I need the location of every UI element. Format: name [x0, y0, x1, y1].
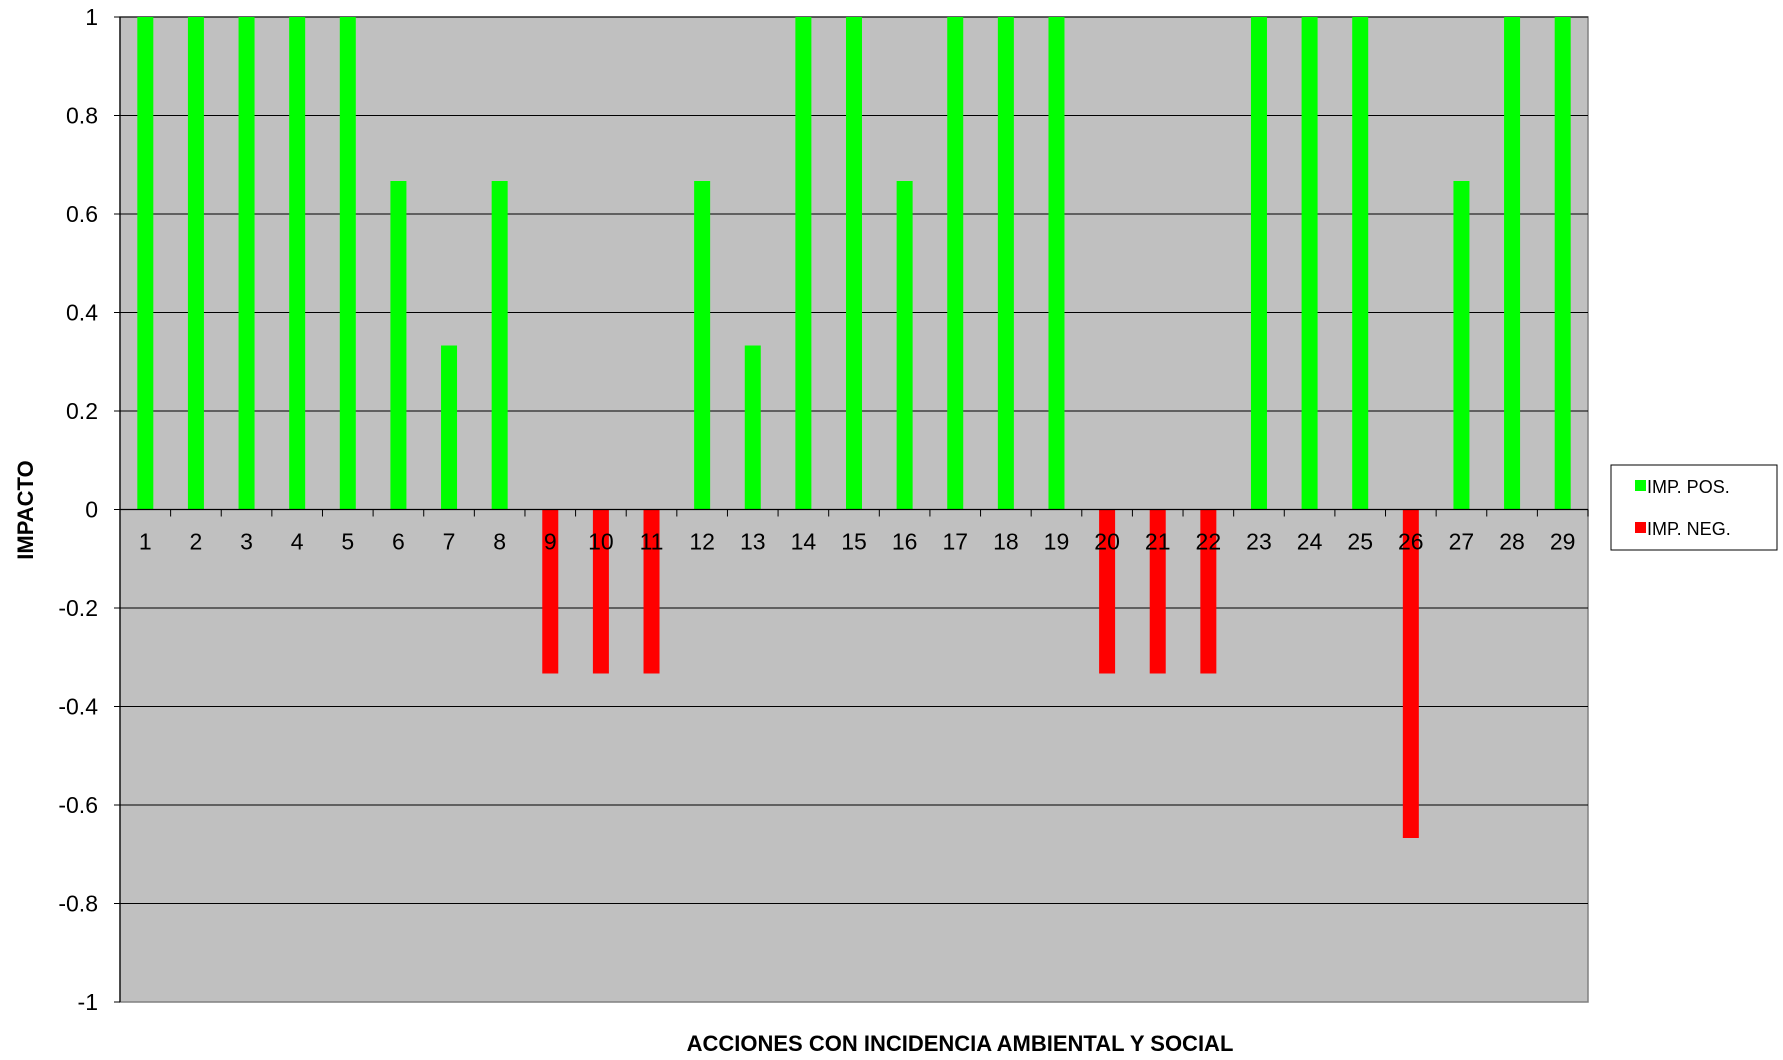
legend-swatch-pos: [1635, 480, 1646, 491]
x-tick-label: 4: [291, 529, 304, 555]
x-tick-label: 8: [493, 529, 506, 555]
x-tick-label: 16: [892, 529, 918, 555]
y-tick-label: 0.8: [66, 103, 98, 129]
x-tick-label: 26: [1398, 529, 1424, 555]
y-tick-label: 0.2: [66, 398, 98, 424]
bar-pos-28: [1504, 17, 1521, 510]
x-tick-labels: 1 2 3 4 5 6 7 8 9 10 11 12 13 14 15 16 17 18 19 20 21 22 23 24 2…: [139, 529, 1576, 555]
x-tick-label: 21: [1145, 529, 1171, 555]
bar-pos-12: [694, 181, 711, 510]
y-tick-label: -0.8: [58, 891, 98, 917]
legend: IMP. POS. IMP. NEG.: [1610, 464, 1778, 551]
bar-pos-17: [947, 17, 964, 510]
x-tick-label: 20: [1094, 529, 1120, 555]
x-tick-label: 7: [443, 529, 456, 555]
x-tick-label: 6: [392, 529, 405, 555]
y-tick-label: 0.6: [66, 201, 98, 227]
bar-neg-9: [542, 509, 559, 674]
bar-pos-18: [997, 17, 1014, 510]
bar-neg-22: [1200, 509, 1217, 674]
bar-pos-14: [795, 17, 812, 510]
bars: [137, 17, 1571, 838]
bar-pos-4: [289, 17, 306, 510]
bar-neg-10: [592, 509, 609, 674]
x-tick-label: 10: [588, 529, 614, 555]
y-tick-label: -0.2: [58, 595, 98, 621]
x-tick-label: 18: [993, 529, 1019, 555]
bar-pos-2: [187, 17, 204, 510]
x-tick-label: 2: [190, 529, 203, 555]
bar-pos-6: [390, 181, 407, 510]
x-tick-label: 27: [1449, 529, 1475, 555]
y-tick-label: -1: [78, 989, 98, 1015]
bar-pos-27: [1453, 181, 1470, 510]
y-tick-label: 1: [85, 4, 98, 30]
bar-pos-16: [896, 181, 913, 510]
x-tick-label: 3: [240, 529, 253, 555]
legend-box: [1610, 464, 1778, 551]
bar-pos-19: [1048, 17, 1065, 510]
x-tick-label: 15: [841, 529, 867, 555]
x-tick-label: 17: [942, 529, 968, 555]
bar-pos-24: [1301, 17, 1318, 510]
bar-pos-13: [744, 345, 761, 510]
x-tick-label: 28: [1499, 529, 1525, 555]
x-tick-label: 22: [1196, 529, 1222, 555]
bar-pos-23: [1250, 17, 1267, 510]
x-tick-label: 5: [341, 529, 354, 555]
legend-swatch-neg: [1635, 522, 1646, 533]
bar-pos-1: [137, 17, 154, 510]
x-tick-label: 14: [791, 529, 817, 555]
bar-pos-3: [238, 17, 255, 510]
x-tick-label: 11: [640, 529, 664, 555]
y-tick-label: 0.4: [66, 300, 98, 326]
bar-pos-15: [846, 17, 862, 510]
y-tick-label: 0: [85, 497, 98, 523]
bar-neg-20: [1099, 509, 1116, 674]
x-tick-label: 1: [139, 529, 152, 555]
x-tick-label: 19: [1044, 529, 1070, 555]
x-tick-label: 24: [1297, 529, 1323, 555]
bar-neg-21: [1149, 509, 1166, 674]
bar-pos-29: [1554, 17, 1571, 510]
bar-pos-25: [1352, 17, 1369, 510]
bar-pos-8: [491, 181, 508, 510]
y-axis-title: IMPACTO: [13, 460, 38, 559]
x-tick-label: 25: [1347, 529, 1373, 555]
x-tick-label: 23: [1246, 529, 1272, 555]
x-axis-title: ACCIONES CON INCIDENCIA AMBIENTAL Y SOCI…: [687, 1031, 1234, 1056]
legend-label-pos: IMP. POS.: [1647, 477, 1730, 497]
x-tick-label: 9: [544, 529, 557, 555]
x-tick-label: 12: [689, 529, 715, 555]
x-tick-label: 29: [1550, 529, 1576, 555]
bar-pos-5: [339, 17, 356, 510]
bar-pos-7: [441, 345, 458, 510]
bar-neg-26: [1402, 509, 1419, 838]
y-tick-label: -0.6: [58, 792, 98, 818]
x-tick-label: 13: [740, 529, 766, 555]
y-tick-labels: 1 0.8 0.6 0.4 0.2 0 -0.2 -0.4 -0.6 -0.8 -1: [58, 4, 98, 1015]
bar-neg-11: [643, 509, 660, 674]
y-tick-label: -0.4: [58, 694, 98, 720]
axes: [119, 17, 1589, 1002]
legend-label-neg: IMP. NEG.: [1647, 519, 1731, 539]
